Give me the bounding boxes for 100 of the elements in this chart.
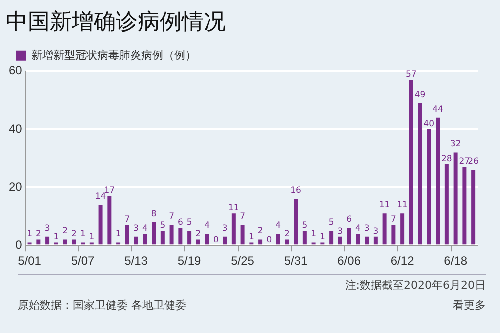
data-label: 3: [338, 226, 344, 237]
bar: [143, 234, 148, 245]
bar: [436, 118, 440, 245]
data-label: 1: [116, 230, 122, 240]
bar: [374, 236, 378, 245]
bar: [72, 240, 76, 245]
bar: [454, 152, 458, 245]
data-label: 5: [186, 218, 192, 228]
bar: [418, 103, 422, 245]
y-tick-label: 20: [8, 180, 23, 194]
x-tick-label: 6/06: [338, 254, 362, 268]
x-tick-label: 5/07: [71, 254, 96, 268]
data-label: 2: [71, 230, 77, 240]
bar: [170, 225, 174, 245]
bar: [188, 231, 192, 245]
bar: [294, 199, 298, 245]
bar: [232, 214, 236, 245]
data-label: 5: [160, 221, 166, 232]
bar: [330, 231, 334, 245]
bar: [240, 225, 245, 245]
bar: [152, 222, 156, 245]
data-label: 40: [424, 119, 435, 130]
x-tick-label: 6/12: [390, 254, 415, 268]
bar: [223, 236, 228, 245]
data-label: 1: [80, 230, 86, 240]
data-label: 5: [302, 221, 308, 232]
bar: [472, 170, 476, 245]
data-label: 57: [406, 70, 417, 80]
x-tick-label: 5/13: [124, 254, 148, 268]
bar: [338, 236, 342, 245]
data-label: 11: [397, 200, 408, 211]
bar: [285, 240, 290, 245]
data-label: 0: [213, 236, 219, 246]
data-label: 27: [459, 157, 470, 168]
x-tick-label: 5/19: [178, 254, 202, 268]
data-label: 0: [266, 236, 272, 246]
data-label: 11: [379, 200, 390, 211]
bar: [409, 80, 414, 245]
data-label: 2: [62, 226, 68, 237]
data-label: 6: [346, 215, 352, 226]
bar: [160, 231, 165, 245]
text: 看更多: [453, 298, 486, 312]
chart-title: 中国新增确诊病例情况: [6, 10, 226, 35]
bar: [356, 234, 360, 245]
data-label: 7: [240, 212, 246, 222]
bar: [400, 214, 405, 245]
text: 原始数据：国家卫健委 各地卫健委: [18, 298, 186, 312]
data-label: 8: [151, 209, 157, 220]
data-label: 11: [228, 204, 240, 214]
bar: [63, 240, 68, 245]
data-label: 14: [95, 192, 106, 202]
x-tick-label: 6/18: [444, 254, 468, 268]
bar: [365, 236, 370, 245]
data-label: 3: [134, 224, 140, 234]
bar: [382, 214, 387, 245]
bar: [427, 129, 432, 245]
text: 注:数据截至2020年6月20日: [345, 278, 486, 292]
data-label: 2: [36, 230, 42, 240]
bar: [196, 240, 200, 245]
bar: [347, 228, 352, 245]
data-label: 4: [355, 224, 361, 234]
x-tick-label: 5/25: [231, 254, 255, 268]
data-label: 1: [248, 232, 254, 243]
data-label: 28: [442, 154, 452, 164]
data-label: 5: [328, 218, 334, 228]
bar: [125, 225, 130, 245]
data-label: 2: [258, 226, 264, 237]
data-label: 3: [44, 224, 50, 234]
data-label: 7: [390, 215, 396, 226]
bar: [302, 231, 307, 245]
data-label: 7: [124, 215, 130, 226]
data-label: 2: [284, 230, 290, 240]
data-label: 16: [290, 186, 302, 196]
bar: [258, 240, 263, 245]
data-label: 3: [373, 226, 379, 237]
bar: [392, 225, 396, 245]
x-tick-label: 5/31: [284, 254, 308, 268]
bar: [444, 164, 449, 245]
data-label: 1: [27, 230, 32, 240]
data-label: 44: [432, 104, 444, 115]
data-label: 1: [320, 232, 326, 243]
x-tick-label: 5/01: [18, 254, 42, 268]
data-label: 3: [364, 224, 370, 234]
bar: [205, 234, 210, 245]
data-label: 1: [89, 232, 95, 243]
bar: [46, 236, 50, 245]
data-label: 4: [276, 220, 282, 231]
bar: [276, 234, 280, 245]
data-label: 26: [468, 157, 479, 168]
data-label: 2: [196, 230, 202, 240]
data-label: 49: [414, 90, 426, 100]
y-tick-label: 40: [8, 122, 23, 136]
bar: [98, 204, 103, 245]
data-label: 4: [142, 224, 148, 234]
bar: [36, 240, 41, 245]
data-label: 4: [204, 220, 210, 231]
bar: [178, 228, 183, 245]
data-label: 6: [178, 218, 184, 228]
data-label: 32: [450, 140, 462, 150]
y-tick-label: 0: [16, 238, 23, 252]
